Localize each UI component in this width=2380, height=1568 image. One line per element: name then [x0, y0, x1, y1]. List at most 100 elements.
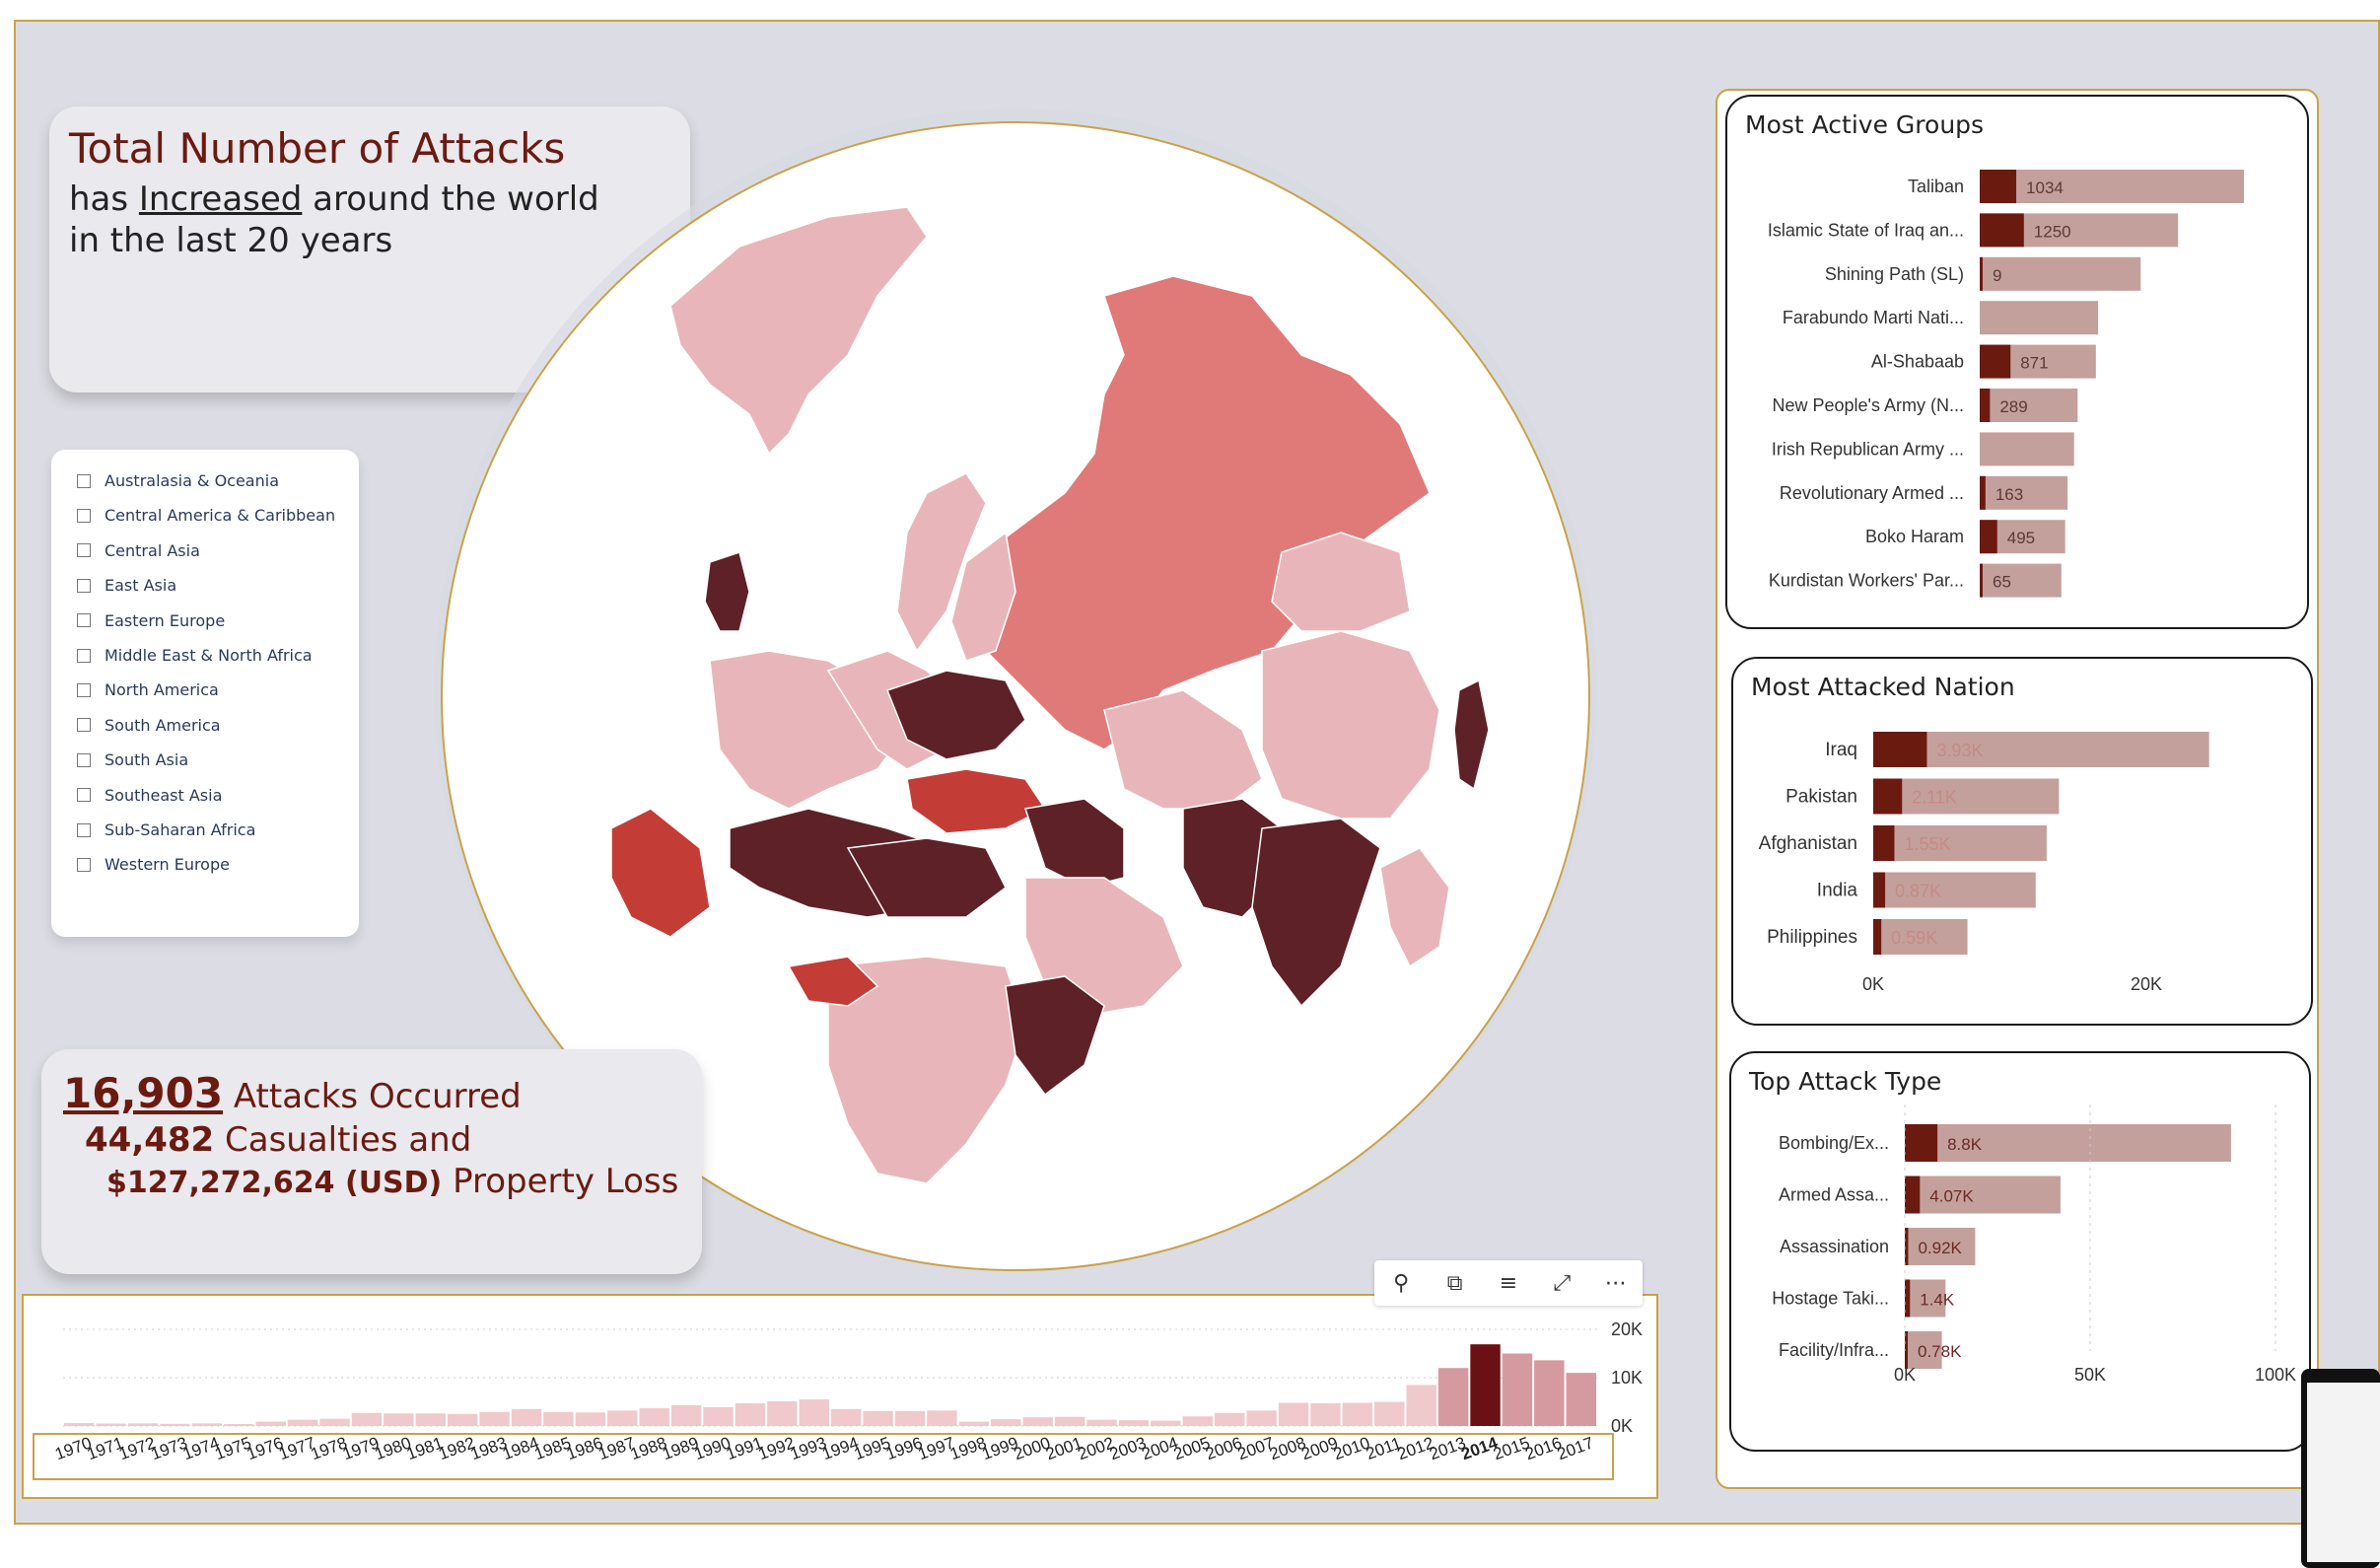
globe-map[interactable]: [414, 99, 1617, 1282]
bar-value[interactable]: [1873, 778, 1903, 815]
bar-total[interactable]: [1905, 1228, 1976, 1265]
bar-total[interactable]: [1873, 778, 2060, 815]
region-option[interactable]: East Asia: [77, 576, 176, 595]
bar-total[interactable]: [1905, 1124, 2231, 1162]
timeline-bar[interactable]: [1437, 1368, 1469, 1426]
bar-total[interactable]: [1980, 475, 2068, 510]
timeline-bar[interactable]: [479, 1411, 510, 1426]
timeline-bar[interactable]: [224, 1424, 254, 1426]
timeline-bar[interactable]: [703, 1406, 734, 1426]
region-checkbox[interactable]: [77, 508, 91, 523]
timeline-bar[interactable]: [863, 1410, 893, 1426]
timeline-bar[interactable]: [831, 1408, 862, 1426]
timeline-bar[interactable]: [735, 1402, 766, 1426]
timeline-bar[interactable]: [1151, 1420, 1181, 1426]
bar-value[interactable]: [1905, 1331, 1908, 1369]
map-region-uk[interactable]: [704, 551, 750, 632]
region-option[interactable]: South Asia: [77, 750, 188, 769]
region-checkbox[interactable]: [77, 613, 91, 628]
timeline-bar[interactable]: [991, 1419, 1021, 1426]
bar-value[interactable]: [1905, 1228, 1909, 1265]
region-checkbox[interactable]: [77, 857, 91, 872]
timeline-bar[interactable]: [1470, 1344, 1501, 1426]
top-attack-type-panel[interactable]: Top Attack Type Bombing/Ex... 8.8K Armed A…: [1729, 1051, 2311, 1452]
timeline-bar[interactable]: [319, 1418, 350, 1426]
region-option[interactable]: Australasia & Oceania: [77, 471, 279, 490]
timeline-bar[interactable]: [1118, 1420, 1150, 1426]
most-active-groups-panel[interactable]: Most Active Groups Taliban 1034 Islamic St…: [1725, 95, 2309, 629]
region-option[interactable]: Central Asia: [77, 541, 200, 560]
bar-total[interactable]: [1873, 825, 2047, 861]
map-region-baltic[interactable]: [950, 531, 1016, 662]
map-region-southeast-asia[interactable]: [1379, 847, 1450, 968]
copy-icon[interactable]: ⧉: [1446, 1270, 1463, 1296]
timeline-bar[interactable]: [1278, 1402, 1309, 1426]
bar-total[interactable]: [1873, 872, 2036, 908]
map-region-india[interactable]: [1251, 818, 1381, 1008]
timeline-bar[interactable]: [575, 1412, 606, 1426]
bar-value[interactable]: [1905, 1124, 1938, 1162]
timeline-bar[interactable]: [927, 1410, 957, 1426]
timeline-bar[interactable]: [670, 1404, 702, 1426]
attacks-by-year-chart[interactable]: 0K 10K 20K 1970 1971 1972 1973 1974 1975 1976 1977…: [22, 1294, 1658, 1499]
region-checkbox[interactable]: [77, 578, 91, 593]
bar-value[interactable]: [1980, 344, 2011, 379]
focus-mode-icon[interactable]: ⤢: [1553, 1270, 1572, 1296]
timeline-bar[interactable]: [1246, 1410, 1277, 1426]
timeline-bar[interactable]: [1534, 1360, 1565, 1426]
timeline-bar[interactable]: [1406, 1385, 1436, 1426]
region-checkbox[interactable]: [77, 682, 91, 697]
bar-value[interactable]: [1980, 256, 1983, 291]
map-region-iraq-syria[interactable]: [1024, 798, 1125, 889]
timeline-bar[interactable]: [1310, 1402, 1341, 1426]
report-thumbnail[interactable]: [2301, 1369, 2380, 1568]
map-region-nigeria[interactable]: [787, 956, 879, 1007]
most-attacked-nation-panel[interactable]: Most Attacked Nation Iraq 3.93K Pakistan 2.…: [1731, 657, 2313, 1026]
timeline-bar[interactable]: [1182, 1416, 1213, 1426]
map-region-mongolia[interactable]: [1271, 532, 1411, 632]
map-region-scandinavia[interactable]: [896, 472, 987, 653]
timeline-bar[interactable]: [96, 1423, 126, 1426]
region-checkbox[interactable]: [77, 788, 91, 803]
timeline-bar[interactable]: [415, 1413, 446, 1426]
bar-value[interactable]: [1873, 872, 1886, 908]
bar-total[interactable]: [1873, 732, 2209, 767]
bar-value[interactable]: [1905, 1279, 1911, 1318]
bar-value[interactable]: [1980, 475, 1986, 510]
region-option[interactable]: Eastern Europe: [77, 611, 225, 630]
timeline-bar[interactable]: [1566, 1373, 1596, 1426]
bar-value[interactable]: [1873, 919, 1882, 955]
timeline-bar[interactable]: [1054, 1416, 1085, 1426]
map-region-mauritania[interactable]: [610, 808, 711, 938]
timeline-bar[interactable]: [607, 1410, 638, 1426]
region-option[interactable]: Central America & Caribbean: [77, 506, 335, 525]
bar-value[interactable]: [1905, 1176, 1921, 1214]
timeline-bar[interactable]: [511, 1408, 542, 1426]
bar-total[interactable]: [1980, 563, 2062, 598]
map-region-china[interactable]: [1261, 630, 1440, 820]
timeline-bar[interactable]: [255, 1421, 286, 1426]
region-checkbox[interactable]: [77, 718, 91, 733]
bar-total[interactable]: [1873, 919, 1968, 955]
bar-total[interactable]: [1980, 389, 2078, 422]
bar-total[interactable]: [1905, 1176, 2061, 1214]
timeline-bar[interactable]: [127, 1423, 159, 1426]
region-option[interactable]: Western Europe: [77, 855, 230, 874]
bar-value[interactable]: [1980, 170, 2017, 203]
bar-total[interactable]: [1980, 301, 2099, 335]
timeline-bar[interactable]: [448, 1413, 478, 1426]
timeline-bar[interactable]: [1374, 1401, 1405, 1427]
region-option[interactable]: Middle East & North Africa: [77, 646, 313, 665]
timeline-bar[interactable]: [351, 1412, 383, 1426]
region-option[interactable]: Sub-Saharan Africa: [77, 820, 255, 839]
bar-total[interactable]: [1905, 1279, 1946, 1318]
region-checkbox[interactable]: [77, 648, 91, 663]
map-region-japan[interactable]: [1453, 678, 1490, 791]
timeline-bar[interactable]: [1342, 1402, 1373, 1426]
timeline-bar[interactable]: [1022, 1417, 1053, 1426]
map-region-libya-egypt[interactable]: [846, 837, 1007, 918]
timeline-bar[interactable]: [1086, 1419, 1117, 1426]
bar-value[interactable]: [1980, 389, 1991, 422]
timeline-bar[interactable]: [64, 1423, 95, 1426]
region-option[interactable]: Southeast Asia: [77, 786, 222, 805]
